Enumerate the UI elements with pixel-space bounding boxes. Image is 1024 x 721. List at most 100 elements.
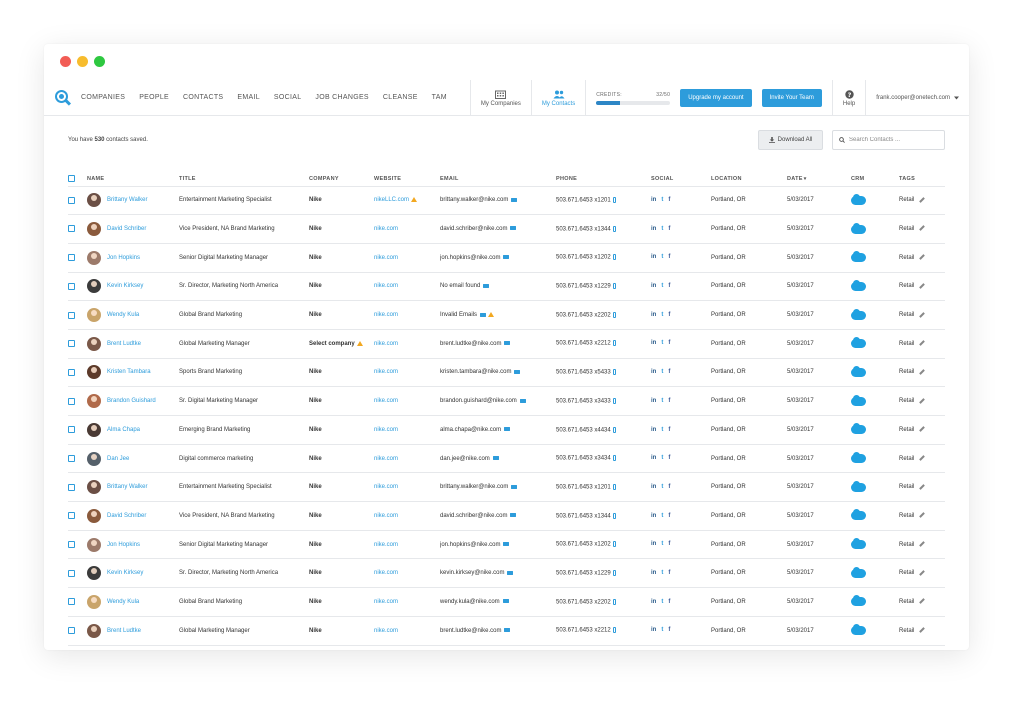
mobile-phone-icon[interactable] bbox=[612, 426, 616, 433]
header-social[interactable]: SOCIAL bbox=[651, 172, 711, 187]
salesforce-cloud-icon[interactable] bbox=[851, 193, 866, 205]
pencil-icon[interactable] bbox=[919, 311, 926, 318]
salesforce-cloud-icon[interactable] bbox=[851, 279, 866, 291]
mobile-phone-icon[interactable] bbox=[612, 512, 616, 519]
salesforce-cloud-icon[interactable] bbox=[851, 365, 866, 377]
linkedin-icon[interactable]: in bbox=[651, 598, 657, 605]
row-checkbox[interactable] bbox=[68, 541, 75, 549]
mobile-phone-icon[interactable] bbox=[612, 225, 616, 232]
salesforce-cloud-icon[interactable] bbox=[851, 423, 866, 435]
salesforce-cloud-icon[interactable] bbox=[851, 538, 866, 550]
row-checkbox[interactable] bbox=[68, 368, 75, 376]
invite-team-button[interactable]: Invite Your Team bbox=[761, 89, 822, 107]
contact-name-link[interactable]: Kristen Tambara bbox=[107, 369, 151, 376]
twitter-icon[interactable]: t bbox=[661, 483, 664, 490]
facebook-icon[interactable]: f bbox=[668, 426, 671, 433]
row-checkbox[interactable] bbox=[68, 598, 75, 606]
website-link[interactable]: nike.com bbox=[374, 283, 399, 290]
website-link[interactable]: nike.com bbox=[374, 426, 399, 433]
envelope-icon[interactable] bbox=[504, 427, 511, 432]
row-checkbox[interactable] bbox=[68, 340, 75, 348]
linkedin-icon[interactable]: in bbox=[651, 311, 657, 318]
twitter-icon[interactable]: t bbox=[661, 426, 664, 433]
header-location[interactable]: LOCATION bbox=[711, 172, 787, 187]
twitter-icon[interactable]: t bbox=[661, 397, 664, 404]
facebook-icon[interactable]: f bbox=[668, 225, 671, 232]
upgrade-account-button[interactable]: Upgrade my account bbox=[680, 89, 752, 107]
help-button[interactable]: ? Help bbox=[831, 80, 865, 116]
menu-item-contacts[interactable]: CONTACTS bbox=[183, 94, 224, 101]
header-website[interactable]: WEBSITE bbox=[374, 172, 440, 187]
pencil-icon[interactable] bbox=[919, 598, 926, 605]
envelope-icon[interactable] bbox=[507, 570, 514, 575]
website-link[interactable]: nike.com bbox=[374, 455, 399, 462]
salesforce-cloud-icon[interactable] bbox=[851, 566, 866, 578]
website-link[interactable]: nike.com bbox=[374, 340, 399, 347]
pencil-icon[interactable] bbox=[919, 369, 926, 375]
contact-name-link[interactable]: Kevin Kirksey bbox=[107, 570, 144, 577]
linkedin-icon[interactable]: in bbox=[651, 197, 657, 204]
facebook-icon[interactable]: f bbox=[668, 369, 671, 376]
row-checkbox[interactable] bbox=[68, 512, 75, 520]
envelope-icon[interactable] bbox=[502, 599, 509, 604]
row-checkbox[interactable] bbox=[68, 569, 75, 577]
twitter-icon[interactable]: t bbox=[661, 627, 664, 634]
row-checkbox[interactable] bbox=[68, 254, 75, 262]
pencil-icon[interactable] bbox=[919, 541, 926, 547]
download-all-button[interactable]: Download All bbox=[758, 130, 823, 150]
website-link[interactable]: nike.com bbox=[374, 570, 399, 577]
menu-item-tam[interactable]: TAM bbox=[431, 94, 447, 101]
row-checkbox[interactable] bbox=[68, 627, 75, 635]
contact-name-link[interactable]: Brandon Guishard bbox=[107, 398, 156, 405]
salesforce-cloud-icon[interactable] bbox=[851, 624, 866, 636]
pencil-icon[interactable] bbox=[919, 426, 926, 433]
pencil-icon[interactable] bbox=[919, 569, 926, 576]
row-checkbox[interactable] bbox=[68, 311, 75, 319]
website-link[interactable]: nike.com bbox=[374, 598, 399, 605]
minimize-window-button[interactable] bbox=[77, 56, 88, 67]
website-link[interactable]: nike.com bbox=[374, 512, 399, 519]
facebook-icon[interactable]: f bbox=[668, 541, 671, 548]
header-email[interactable]: EMAIL bbox=[440, 172, 556, 187]
row-checkbox[interactable] bbox=[68, 483, 75, 491]
linkedin-icon[interactable]: in bbox=[651, 369, 657, 376]
linkedin-icon[interactable]: in bbox=[651, 397, 657, 404]
website-link[interactable]: nike.com bbox=[374, 627, 399, 634]
table-row[interactable]: Brittany Walker Entertainment Marketing S… bbox=[68, 472, 945, 503]
website-link[interactable]: nike.com bbox=[374, 398, 399, 405]
header-tags[interactable]: TAGS bbox=[899, 172, 945, 187]
mobile-phone-icon[interactable] bbox=[612, 483, 616, 490]
contact-name-link[interactable]: Brent Ludtke bbox=[107, 627, 142, 634]
linkedin-icon[interactable]: in bbox=[651, 225, 657, 232]
menu-item-job-changes[interactable]: JOB CHANGES bbox=[315, 94, 369, 101]
menu-item-cleanse[interactable]: CLEANSE bbox=[382, 94, 418, 101]
facebook-icon[interactable]: f bbox=[668, 569, 671, 576]
facebook-icon[interactable]: f bbox=[668, 455, 671, 462]
table-row[interactable]: Jon Hopkins Senior Digital Marketing Mana… bbox=[68, 530, 945, 560]
pencil-icon[interactable] bbox=[919, 483, 926, 490]
facebook-icon[interactable]: f bbox=[668, 512, 671, 519]
envelope-icon[interactable] bbox=[503, 542, 510, 547]
pencil-icon[interactable] bbox=[919, 340, 926, 347]
mobile-phone-icon[interactable] bbox=[612, 197, 616, 204]
table-row[interactable]: Dan Jee Digital commerce marketing Nike nik… bbox=[68, 444, 945, 474]
mobile-phone-icon[interactable] bbox=[612, 369, 616, 376]
table-row[interactable]: David Schriber Vice President, NA Brand M… bbox=[68, 214, 945, 244]
envelope-icon[interactable] bbox=[519, 398, 526, 403]
pencil-icon[interactable] bbox=[919, 225, 926, 232]
mobile-phone-icon[interactable] bbox=[612, 569, 616, 576]
salesforce-cloud-icon[interactable] bbox=[851, 251, 866, 263]
salesforce-cloud-icon[interactable] bbox=[851, 308, 866, 320]
mobile-phone-icon[interactable] bbox=[612, 598, 616, 605]
my-companies-button[interactable]: My Companies bbox=[469, 80, 531, 116]
mobile-phone-icon[interactable] bbox=[612, 397, 616, 404]
envelope-icon[interactable] bbox=[510, 226, 517, 231]
salesforce-cloud-icon[interactable] bbox=[851, 509, 866, 521]
twitter-icon[interactable]: t bbox=[661, 197, 664, 204]
row-checkbox[interactable] bbox=[68, 397, 75, 405]
salesforce-cloud-icon[interactable] bbox=[851, 394, 866, 406]
mobile-phone-icon[interactable] bbox=[612, 541, 616, 548]
envelope-icon[interactable] bbox=[510, 513, 517, 518]
linkedin-icon[interactable]: in bbox=[651, 483, 657, 490]
envelope-icon[interactable] bbox=[504, 628, 511, 633]
